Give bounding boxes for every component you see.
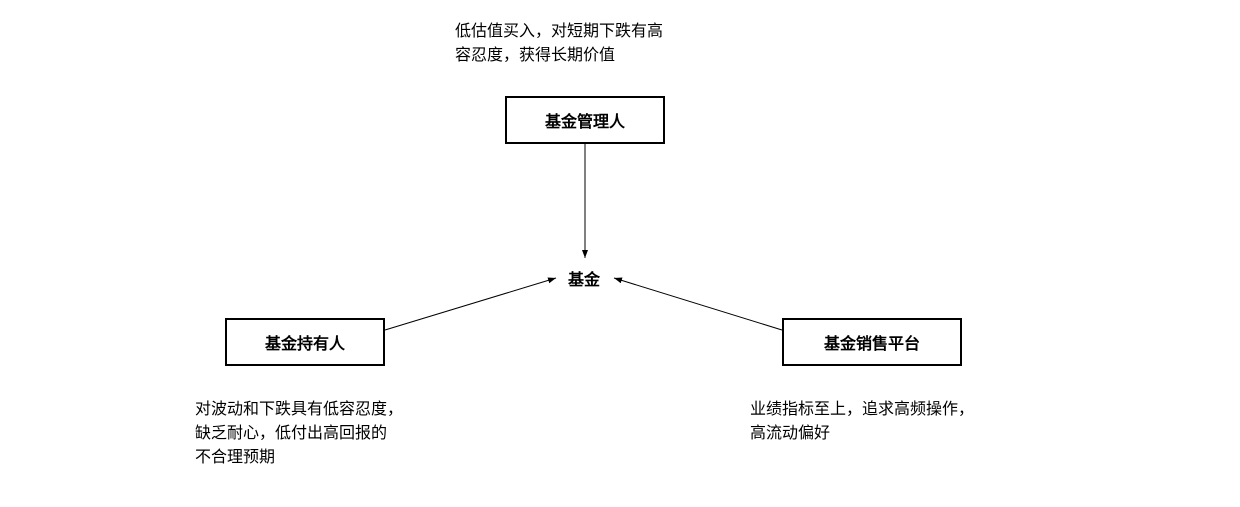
node-sales-platform-label: 基金销售平台 [824,330,920,354]
node-fund-manager-label: 基金管理人 [545,108,625,132]
caption-left: 对波动和下跌具有低容忍度， 缺乏耐心，低付出高回报的 不合理预期 [195,398,403,470]
node-sales-platform: 基金销售平台 [782,318,962,366]
node-fund-holder-label: 基金持有人 [265,330,345,354]
edge-right-center [614,278,782,330]
caption-top: 低估值买入，对短期下跌有高 容忍度，获得长期价值 [455,20,663,68]
caption-right: 业绩指标至上，追求高频操作， 高流动偏好 [750,398,974,446]
edge-left-center [385,278,556,330]
edges-layer [0,0,1240,507]
center-fund-label: 基金 [568,266,600,290]
diagram-canvas: 低估值买入，对短期下跌有高 容忍度，获得长期价值 对波动和下跌具有低容忍度， 缺… [0,0,1240,507]
node-fund-holder: 基金持有人 [225,318,385,366]
node-fund-manager: 基金管理人 [505,96,665,144]
